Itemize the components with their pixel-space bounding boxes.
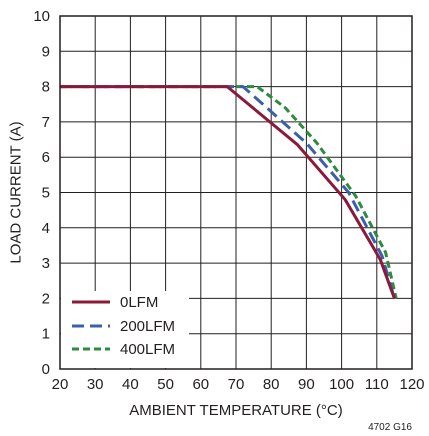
tick-labels: 20 30 40 50 60 70 80 90 100 110 120 0 1 2 3 4 5 6 7 8 9 10 bbox=[33, 8, 424, 393]
y-tick-label: 9 bbox=[42, 43, 50, 60]
y-axis-label: LOAD CURRENT (A) bbox=[7, 121, 24, 263]
y-tick-label: 5 bbox=[42, 185, 50, 202]
y-tick-label: 1 bbox=[42, 326, 50, 343]
legend-label-400lfm: 400LFM bbox=[120, 341, 175, 358]
y-tick-label: 3 bbox=[42, 255, 50, 272]
series-line-400lfm bbox=[60, 85, 398, 299]
y-tick-label: 7 bbox=[42, 114, 50, 131]
figure-id: 4702 G16 bbox=[368, 422, 412, 433]
legend-label-0lfm: 0LFM bbox=[120, 294, 158, 311]
legend-label-200lfm: 200LFM bbox=[120, 318, 175, 335]
x-tick-label: 50 bbox=[157, 376, 174, 393]
y-tick-label: 2 bbox=[42, 290, 50, 307]
legend: 0LFM 200LFM 400LFM bbox=[61, 291, 189, 368]
x-tick-label: 20 bbox=[52, 376, 69, 393]
x-tick-label: 30 bbox=[87, 376, 104, 393]
legend-box bbox=[61, 291, 189, 368]
x-axis-label: AMBIENT TEMPERATURE (°C) bbox=[129, 402, 343, 419]
x-tick-label: 90 bbox=[298, 376, 315, 393]
y-tick-label: 10 bbox=[33, 8, 50, 25]
x-tick-label: 110 bbox=[365, 376, 389, 393]
x-tick-label: 60 bbox=[192, 376, 209, 393]
series-line-0lfm bbox=[60, 85, 396, 299]
x-tick-label: 40 bbox=[122, 376, 139, 393]
series-lines bbox=[60, 85, 398, 299]
x-tick-label: 70 bbox=[228, 376, 245, 393]
y-tick-label: 4 bbox=[42, 220, 50, 237]
plot-frame bbox=[59, 15, 413, 370]
x-tick-label: 100 bbox=[329, 376, 354, 393]
y-tick-label: 0 bbox=[42, 361, 50, 378]
y-tick-label: 6 bbox=[42, 149, 50, 166]
x-tick-label: 120 bbox=[399, 376, 424, 393]
x-tick-label: 80 bbox=[263, 376, 280, 393]
y-tick-label: 8 bbox=[42, 79, 50, 96]
